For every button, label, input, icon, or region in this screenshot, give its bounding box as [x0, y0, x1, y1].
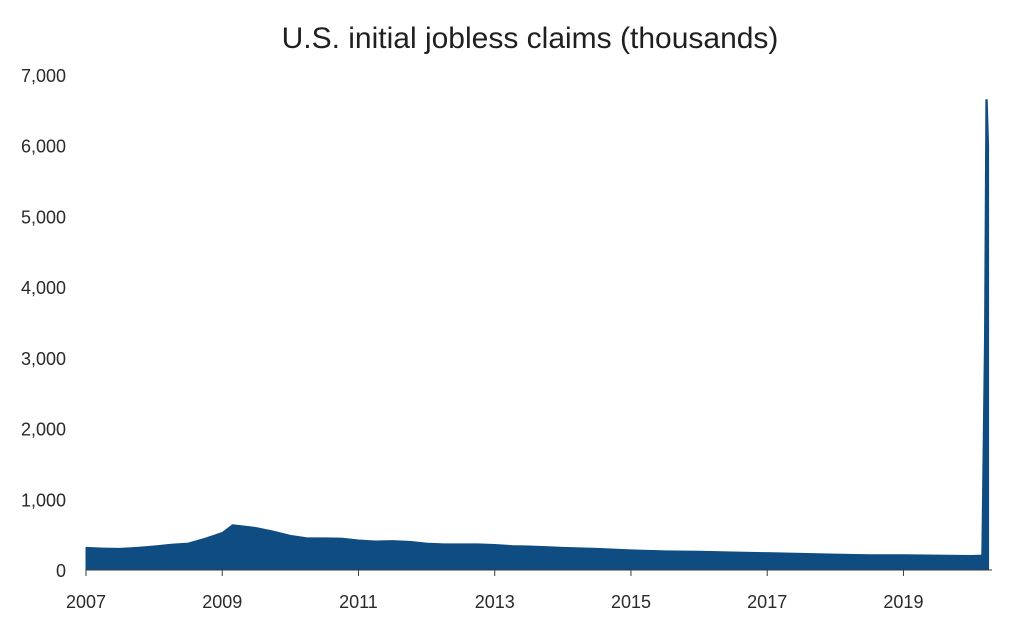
x-tick-label: 2011: [339, 592, 378, 612]
x-tick-label: 2015: [611, 592, 651, 612]
x-tick-label: 2013: [475, 592, 515, 612]
chart-title: U.S. initial jobless claims (thousands): [281, 22, 779, 55]
y-tick-label: 0: [56, 561, 66, 581]
x-tick-label: 2007: [66, 592, 106, 612]
y-tick-label: 1,000: [21, 490, 66, 510]
x-axis-ticks: 2007 2009 2011 2013 2015 2017 2019: [66, 570, 923, 612]
y-tick-label: 3,000: [21, 349, 66, 369]
series-area-layer: [85, 99, 990, 571]
y-axis-ticks: 0 1,000 2,000 3,000 4,000 5,000 6,000 7,000: [21, 66, 66, 581]
y-tick-label: 6,000: [21, 137, 66, 157]
y-tick-label: 7,000: [21, 66, 66, 86]
x-tick-label: 2019: [883, 592, 923, 612]
y-tick-label: 2,000: [21, 420, 66, 440]
y-tick-label: 4,000: [21, 278, 66, 298]
x-tick-label: 2017: [747, 592, 787, 612]
y-tick-label: 5,000: [21, 207, 66, 227]
series-area: [85, 99, 990, 571]
x-tick-label: 2009: [202, 592, 242, 612]
